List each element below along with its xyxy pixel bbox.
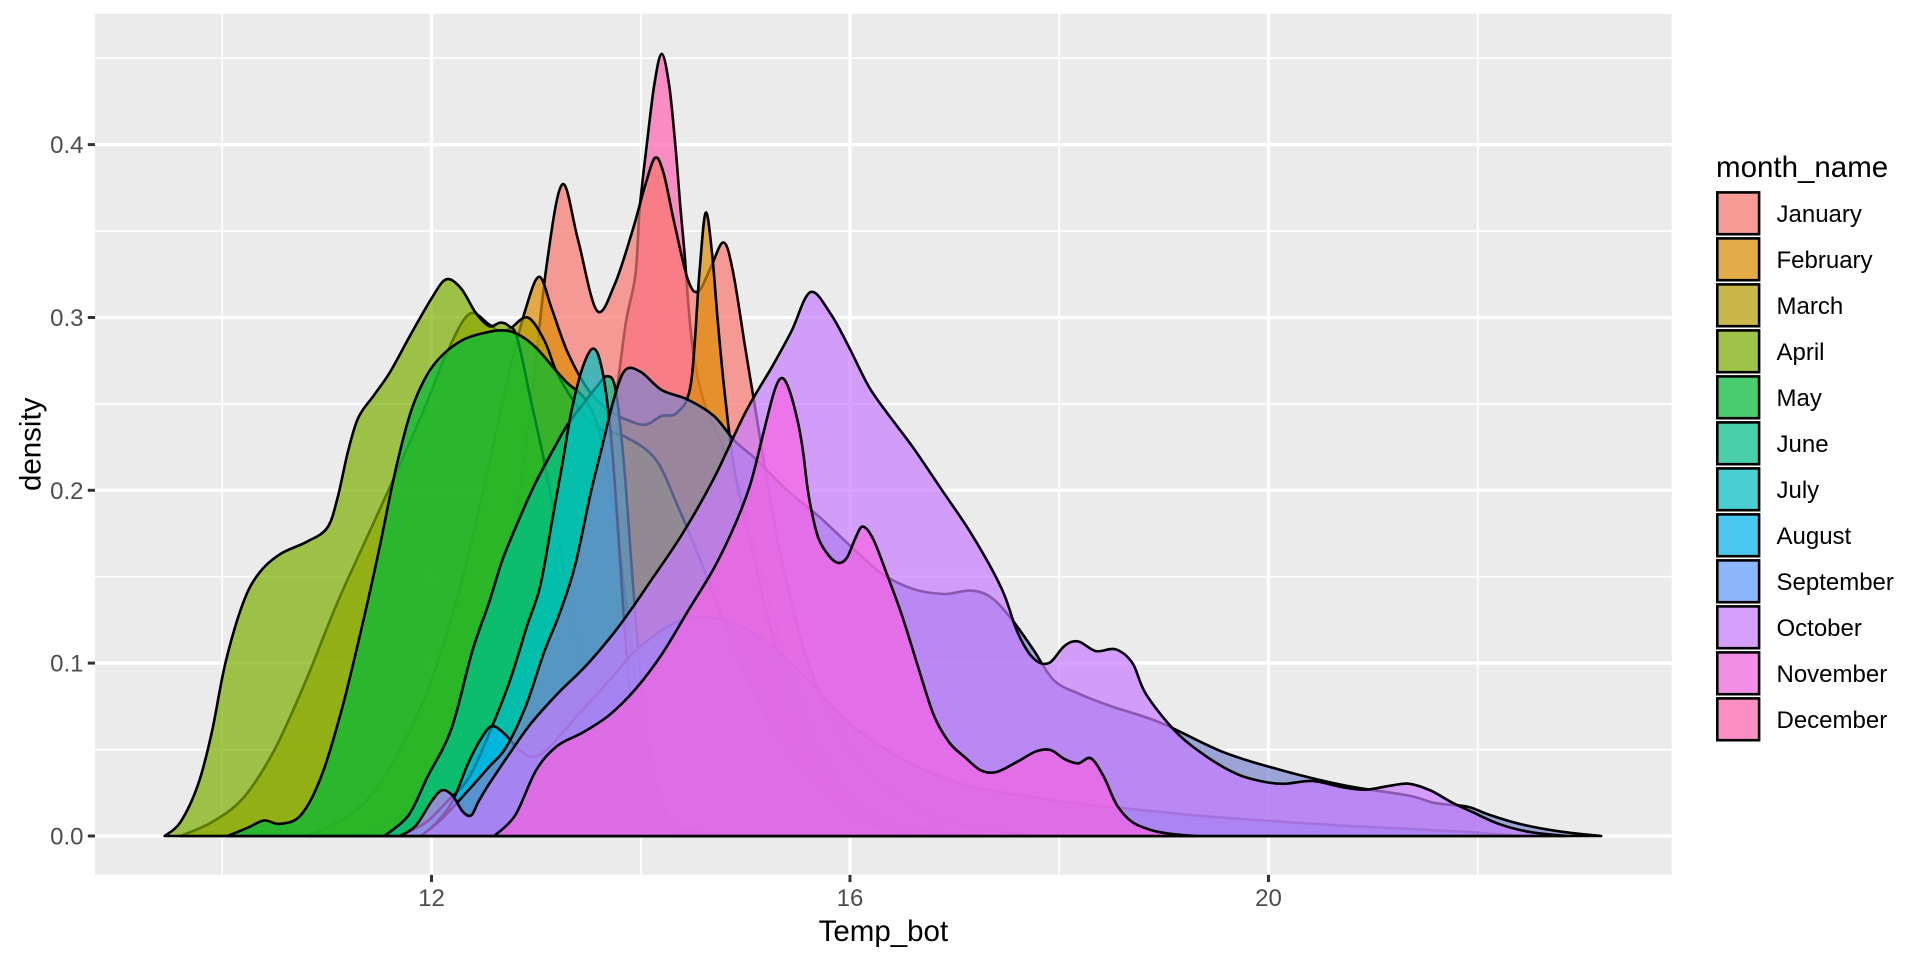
svg-text:September: September	[1777, 569, 1894, 596]
svg-text:June: June	[1777, 431, 1829, 458]
svg-text:December: December	[1777, 707, 1888, 734]
svg-text:0.0: 0.0	[50, 824, 83, 851]
svg-text:May: May	[1777, 385, 1822, 412]
svg-text:0.2: 0.2	[50, 478, 83, 505]
svg-text:October: October	[1777, 615, 1862, 642]
svg-text:November: November	[1777, 661, 1888, 688]
svg-text:20: 20	[1255, 885, 1282, 912]
svg-text:density: density	[15, 397, 48, 491]
svg-text:month_name: month_name	[1716, 151, 1888, 184]
svg-text:16: 16	[837, 885, 864, 912]
svg-text:February: February	[1777, 247, 1873, 274]
svg-text:Temp_bot: Temp_bot	[819, 915, 949, 948]
svg-text:0.1: 0.1	[50, 651, 83, 678]
svg-text:August: August	[1777, 523, 1852, 550]
svg-text:0.4: 0.4	[50, 132, 83, 159]
svg-text:April: April	[1777, 339, 1825, 366]
svg-text:July: July	[1777, 477, 1820, 504]
svg-text:0.3: 0.3	[50, 305, 83, 332]
svg-text:January: January	[1777, 201, 1862, 228]
svg-text:12: 12	[418, 885, 445, 912]
svg-text:March: March	[1777, 293, 1844, 320]
